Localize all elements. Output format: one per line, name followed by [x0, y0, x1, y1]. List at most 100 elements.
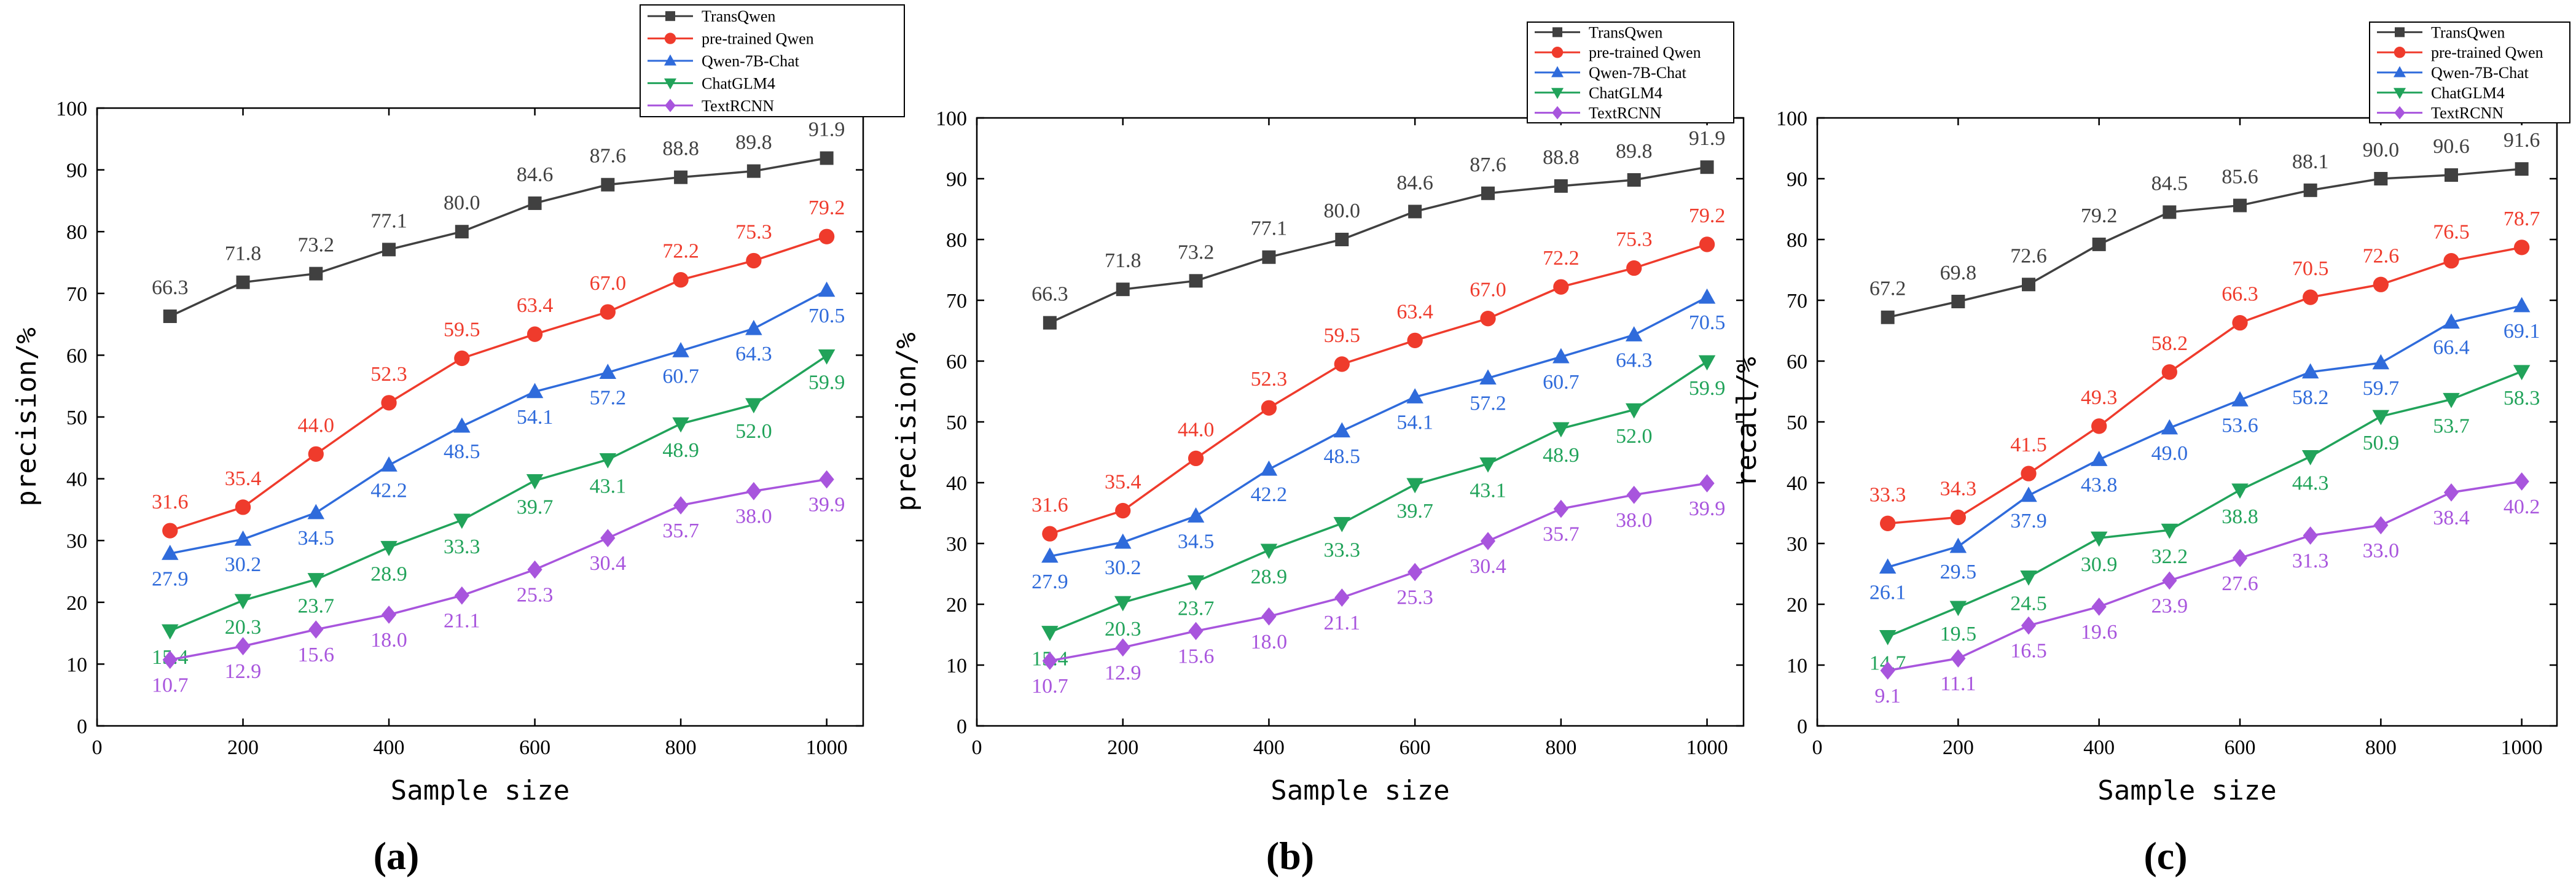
data-label: 39.7 — [517, 496, 554, 519]
legend-marker — [1551, 47, 1564, 58]
legend-marker — [2394, 106, 2405, 120]
y-tick-label: 80 — [946, 229, 967, 252]
data-label: 52.0 — [735, 420, 772, 443]
data-label: 63.4 — [517, 294, 554, 317]
data-label: 66.3 — [2222, 283, 2258, 306]
data-label: 84.6 — [1396, 171, 1433, 194]
legend-label: Qwen-7B-Chat — [702, 52, 800, 70]
data-point-marker — [1881, 310, 1895, 324]
data-label: 60.7 — [1543, 371, 1580, 394]
data-point-marker — [1042, 652, 1057, 670]
data-label: 21.1 — [444, 610, 480, 633]
data-point-marker — [673, 496, 689, 515]
series-line — [1049, 243, 1708, 535]
data-point-marker — [2303, 526, 2318, 545]
y-tick-label: 40 — [66, 469, 87, 491]
data-label: 88.8 — [1543, 146, 1580, 169]
data-point-marker — [673, 272, 689, 288]
data-label: 27.6 — [2222, 572, 2258, 595]
data-point-marker — [1187, 575, 1205, 591]
data-label: 88.8 — [662, 138, 699, 160]
series-line — [1049, 296, 1708, 558]
data-label: 84.5 — [2151, 172, 2188, 195]
data-label: 10.7 — [152, 674, 189, 696]
data-point-marker — [1333, 422, 1351, 438]
data-point-marker — [746, 252, 762, 269]
legend-label: ChatGLM4 — [702, 74, 775, 92]
y-tick-label: 0 — [1797, 715, 1807, 738]
data-point-marker — [2231, 391, 2249, 407]
data-point-marker — [2161, 523, 2179, 539]
series-qwen-7b-chat: 26.1 29.5 37.9 43.8 49.0 53.6 58.2 59.7 66.4 69.1 — [1869, 297, 2540, 604]
data-label: 54.1 — [517, 406, 554, 429]
data-point-marker — [1188, 621, 1204, 641]
data-label: 78.7 — [2504, 208, 2540, 230]
data-label: 91.9 — [808, 118, 845, 141]
data-label: 30.2 — [225, 553, 262, 576]
data-point-marker — [2373, 516, 2389, 535]
data-point-marker — [2161, 364, 2177, 380]
series-transqwen: 66.3 71.8 73.2 77.1 80.0 84.6 87.6 88.8 89.8 91.9 — [1032, 127, 1725, 330]
y-tick-label: 10 — [66, 653, 87, 676]
data-label: 59.7 — [2363, 377, 2400, 400]
data-label: 58.2 — [2292, 386, 2329, 409]
data-label: 63.4 — [1396, 300, 1433, 323]
data-label: 42.2 — [1251, 483, 1288, 506]
data-point-marker — [1949, 537, 1967, 553]
data-label: 34.5 — [298, 527, 335, 550]
data-label: 27.9 — [1032, 571, 1068, 593]
x-axis-label: Sample size — [1270, 775, 1449, 806]
data-point-marker — [162, 624, 179, 640]
data-point-marker — [381, 395, 397, 411]
data-point-marker — [2514, 472, 2529, 491]
data-label: 40.2 — [2504, 496, 2540, 518]
legend-label: TextRCNN — [1589, 104, 1661, 122]
data-point-marker — [672, 342, 689, 357]
data-point-marker — [2372, 354, 2390, 370]
panel-label: (b) — [1266, 834, 1314, 878]
data-point-marker — [307, 504, 325, 520]
data-point-marker — [1115, 638, 1130, 657]
data-point-marker — [308, 446, 324, 462]
data-label: 48.9 — [662, 439, 699, 462]
data-point-marker — [234, 530, 252, 546]
data-point-marker — [1880, 515, 1896, 531]
legend-marker — [664, 33, 676, 44]
data-label: 29.5 — [1940, 561, 1977, 583]
legend-marker — [664, 78, 676, 90]
legend-marker — [2394, 47, 2406, 58]
data-label: 79.2 — [1689, 204, 1726, 227]
data-point-marker — [307, 573, 325, 588]
data-label: 91.6 — [2504, 129, 2540, 152]
data-label: 32.2 — [2151, 545, 2188, 568]
data-point-marker — [2232, 548, 2248, 567]
data-label: 59.5 — [444, 318, 480, 341]
series-pre-trained-qwen: 31.6 35.4 44.0 52.3 59.5 63.4 67.0 72.2 75.3 79.2 — [1032, 204, 1725, 542]
series-textrcnn: 10.7 12.9 15.6 18.0 21.1 25.3 30.4 35.7 38.0 39.9 — [1032, 474, 1725, 698]
data-label: 23.7 — [298, 595, 335, 618]
data-label: 28.9 — [1251, 566, 1288, 588]
data-point-marker — [2021, 465, 2037, 481]
data-point-marker — [1408, 204, 1422, 219]
data-point-marker — [1699, 236, 1715, 252]
data-label: 59.9 — [808, 371, 845, 394]
data-label: 52.0 — [1616, 425, 1653, 448]
y-tick-label: 30 — [66, 530, 87, 553]
data-label: 34.5 — [1178, 530, 1215, 553]
x-tick-label: 800 — [665, 736, 697, 759]
data-label: 39.7 — [1396, 500, 1433, 523]
data-point-marker — [2020, 486, 2037, 502]
data-point-marker — [2374, 172, 2388, 185]
data-label: 85.6 — [2222, 166, 2258, 189]
y-tick-label: 50 — [1787, 411, 1807, 434]
data-label: 39.9 — [1689, 497, 1726, 520]
series-line — [170, 235, 828, 532]
data-point-marker — [526, 383, 544, 399]
legend-label: Qwen-7B-Chat — [1589, 64, 1687, 82]
data-label: 37.9 — [2010, 510, 2047, 532]
data-label: 43.1 — [1470, 479, 1506, 502]
y-tick-label: 20 — [1787, 594, 1807, 617]
series-line — [1887, 305, 2523, 569]
